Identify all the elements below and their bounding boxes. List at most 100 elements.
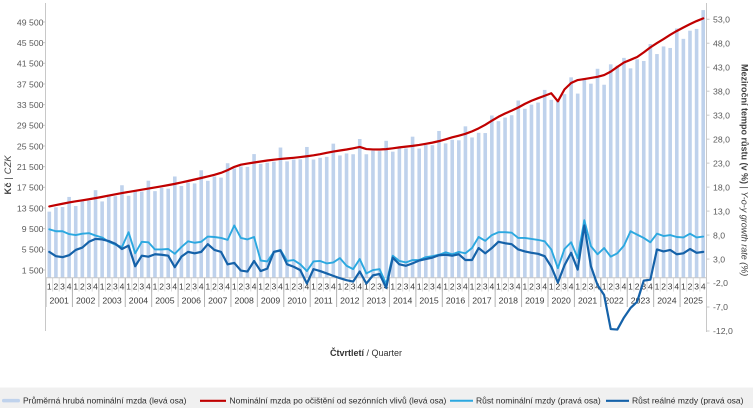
- svg-text:21 500: 21 500: [17, 162, 44, 172]
- svg-text:1: 1: [364, 282, 369, 292]
- svg-text:2: 2: [238, 282, 243, 292]
- svg-text:3: 3: [60, 282, 65, 292]
- svg-text:2014: 2014: [393, 296, 412, 306]
- svg-text:41 500: 41 500: [17, 59, 44, 69]
- svg-text:1: 1: [153, 282, 158, 292]
- svg-text:4: 4: [120, 282, 125, 292]
- svg-text:2001: 2001: [50, 296, 69, 306]
- svg-text:4: 4: [516, 282, 521, 292]
- svg-text:-12,0: -12,0: [713, 326, 733, 336]
- svg-text:4: 4: [569, 282, 574, 292]
- svg-text:2017: 2017: [472, 296, 491, 306]
- svg-text:3: 3: [456, 282, 461, 292]
- svg-text:45 500: 45 500: [17, 38, 44, 48]
- svg-text:49 500: 49 500: [17, 17, 44, 27]
- svg-text:1: 1: [126, 282, 131, 292]
- svg-text:4: 4: [437, 282, 442, 292]
- svg-text:2003: 2003: [102, 296, 121, 306]
- svg-text:Čtvrtletí / Quarter: Čtvrtletí / Quarter: [330, 347, 402, 358]
- svg-text:3: 3: [536, 282, 541, 292]
- svg-text:2: 2: [186, 282, 191, 292]
- svg-text:3: 3: [615, 282, 620, 292]
- svg-text:2010: 2010: [287, 296, 306, 306]
- svg-text:2: 2: [608, 282, 613, 292]
- svg-text:3: 3: [509, 282, 514, 292]
- svg-text:1: 1: [258, 282, 263, 292]
- svg-text:1: 1: [73, 282, 78, 292]
- svg-text:2008: 2008: [234, 296, 253, 306]
- svg-text:3: 3: [377, 282, 382, 292]
- svg-text:2005: 2005: [155, 296, 174, 306]
- svg-text:2: 2: [344, 282, 349, 292]
- svg-text:-2,0: -2,0: [713, 278, 728, 288]
- svg-text:3: 3: [245, 282, 250, 292]
- svg-text:8,0: 8,0: [713, 230, 725, 240]
- svg-text:2: 2: [503, 282, 508, 292]
- svg-text:1: 1: [470, 282, 475, 292]
- svg-text:1: 1: [390, 282, 395, 292]
- svg-text:4: 4: [542, 282, 547, 292]
- svg-text:Růst reálné mzdy (pravá osa): Růst reálné mzdy (pravá osa): [632, 396, 744, 406]
- svg-text:3: 3: [351, 282, 356, 292]
- svg-text:4: 4: [674, 282, 679, 292]
- svg-text:1: 1: [549, 282, 554, 292]
- svg-text:3: 3: [113, 282, 118, 292]
- svg-text:1: 1: [232, 282, 237, 292]
- svg-text:2011: 2011: [314, 296, 333, 306]
- svg-text:3: 3: [192, 282, 197, 292]
- svg-text:2009: 2009: [261, 296, 280, 306]
- svg-text:1: 1: [655, 282, 660, 292]
- svg-text:2006: 2006: [182, 296, 201, 306]
- svg-text:4: 4: [199, 282, 204, 292]
- svg-text:1: 1: [179, 282, 184, 292]
- svg-text:2024: 2024: [657, 296, 676, 306]
- svg-text:53,0: 53,0: [713, 14, 730, 24]
- svg-text:2: 2: [423, 282, 428, 292]
- svg-text:2013: 2013: [367, 296, 386, 306]
- svg-text:1: 1: [338, 282, 343, 292]
- svg-text:4: 4: [305, 282, 310, 292]
- svg-text:48,0: 48,0: [713, 38, 730, 48]
- svg-text:1: 1: [575, 282, 580, 292]
- svg-text:2: 2: [529, 282, 534, 292]
- svg-text:2018: 2018: [499, 296, 518, 306]
- svg-text:3: 3: [272, 282, 277, 292]
- svg-text:18,0: 18,0: [713, 182, 730, 192]
- svg-text:2012: 2012: [340, 296, 359, 306]
- svg-text:2: 2: [318, 282, 323, 292]
- svg-text:2020: 2020: [552, 296, 571, 306]
- svg-text:2016: 2016: [446, 296, 465, 306]
- svg-text:3: 3: [483, 282, 488, 292]
- svg-text:4: 4: [648, 282, 653, 292]
- svg-text:Kč | CZK: Kč | CZK: [3, 155, 13, 195]
- svg-text:28,0: 28,0: [713, 134, 730, 144]
- svg-text:1 500: 1 500: [22, 265, 44, 275]
- svg-text:4: 4: [489, 282, 494, 292]
- svg-text:1: 1: [285, 282, 290, 292]
- svg-text:1: 1: [496, 282, 501, 292]
- svg-text:2023: 2023: [631, 296, 650, 306]
- svg-text:3: 3: [139, 282, 144, 292]
- svg-text:1: 1: [417, 282, 422, 292]
- svg-text:1: 1: [100, 282, 105, 292]
- svg-text:4: 4: [278, 282, 283, 292]
- svg-text:4: 4: [410, 282, 415, 292]
- svg-text:2: 2: [661, 282, 666, 292]
- svg-text:4: 4: [67, 282, 72, 292]
- svg-text:4: 4: [225, 282, 230, 292]
- svg-text:2: 2: [635, 282, 640, 292]
- svg-text:2: 2: [291, 282, 296, 292]
- svg-text:Průměrná hrubá nominální mzda: Průměrná hrubá nominální mzda (levá osa): [23, 396, 187, 406]
- svg-text:29 500: 29 500: [17, 121, 44, 131]
- svg-text:-7,0: -7,0: [713, 302, 728, 312]
- svg-text:4: 4: [252, 282, 257, 292]
- svg-text:2019: 2019: [525, 296, 544, 306]
- svg-text:2: 2: [371, 282, 376, 292]
- svg-text:2: 2: [80, 282, 85, 292]
- svg-text:4: 4: [463, 282, 468, 292]
- svg-text:2025: 2025: [684, 296, 703, 306]
- svg-text:2: 2: [54, 282, 59, 292]
- svg-text:2007: 2007: [208, 296, 227, 306]
- svg-text:2: 2: [688, 282, 693, 292]
- svg-text:4: 4: [146, 282, 151, 292]
